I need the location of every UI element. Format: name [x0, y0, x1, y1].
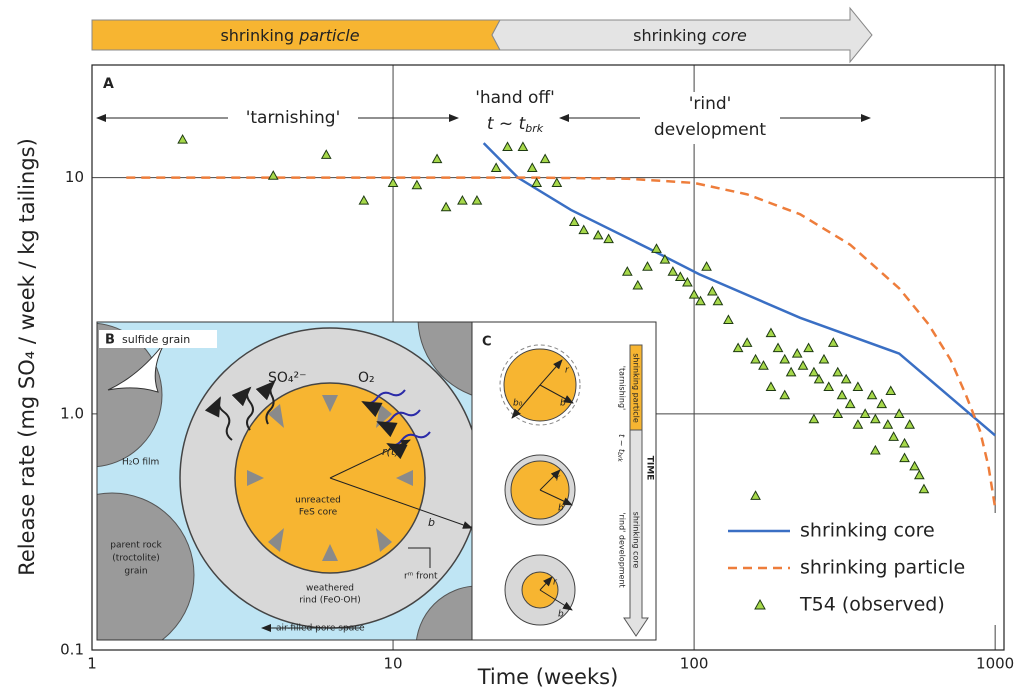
inset-label: C	[482, 335, 492, 350]
legend: shrinking core shrinking particle T54 (obs…	[720, 513, 998, 625]
inset-text: shrinking core	[632, 512, 641, 569]
annotation-part: brk	[525, 122, 544, 135]
legend-label: shrinking particle	[800, 557, 965, 579]
y-tick-label: 1.0	[60, 404, 84, 422]
legend-label: shrinking core	[800, 520, 935, 542]
phase-word: particle	[298, 26, 360, 45]
phase-label: shrinking particle	[220, 26, 359, 45]
phase-banner: shrinking particle shrinking core	[92, 8, 872, 62]
figure: shrinking particle shrinking core 110100…	[0, 0, 1020, 691]
inset-text: b₀	[513, 399, 523, 409]
inset-text: SO₄²⁻	[268, 370, 307, 386]
inset-text-part: t ~ t	[618, 434, 627, 453]
inset-text: grain	[124, 567, 147, 577]
annotation-part: t ~ t	[487, 114, 527, 134]
inset-text: b	[428, 516, 435, 529]
annotation: 'tarnishing'	[246, 108, 341, 128]
inset-text: (troctolite)	[112, 554, 160, 564]
inset-text: r(t)	[382, 445, 399, 458]
inset-text: parent rock	[110, 541, 162, 551]
x-tick-label: 1000	[976, 655, 1014, 673]
inset-label: B	[105, 333, 115, 348]
inset-text: unreacted	[295, 496, 341, 506]
phase-word: core	[712, 26, 747, 45]
y-axis-label: Release rate (mg SO₄ / week / kg tailing…	[15, 138, 39, 576]
inset-text: sulfide grain	[122, 333, 190, 346]
x-tick-label: 100	[680, 655, 709, 673]
annotation: development	[654, 120, 766, 140]
inset-text: 'tarnishing'	[618, 366, 627, 411]
x-tick-label: 10	[384, 655, 403, 673]
inset-text: b	[558, 504, 564, 514]
inset-text: O₂	[358, 370, 375, 386]
inset-text: b	[560, 399, 566, 409]
inset-text-part: brk	[617, 452, 624, 462]
inset-text: shrinking particle	[632, 353, 641, 423]
phase-word: shrinking	[220, 26, 294, 45]
phase-label: shrinking core	[633, 26, 747, 45]
inset-text: FeS core	[299, 508, 338, 518]
inset-text: 'rind' development	[618, 512, 627, 587]
x-tick-label: 1	[87, 655, 97, 673]
y-tick-label: 10	[65, 168, 84, 186]
legend-label: T54 (observed)	[799, 594, 945, 616]
inset-text: TIME	[645, 456, 655, 481]
inset-text: air-filled pore space	[276, 624, 365, 634]
x-axis-label: Time (weeks)	[477, 665, 619, 689]
inset-c: C r b₀ b r b r b shrinking particle 'tar…	[472, 322, 656, 640]
annotation: 'rind'	[689, 94, 732, 114]
grain	[30, 493, 194, 657]
phase-word: shrinking	[633, 26, 707, 45]
inset-text: weathered	[306, 584, 354, 594]
panel-label: A	[103, 76, 114, 92]
inset-text: rind (FeO·OH)	[299, 596, 361, 606]
inset-text: H₂O film	[122, 458, 159, 468]
inset-text: rᵐ front	[404, 572, 438, 582]
inset-text: b	[558, 610, 564, 620]
y-tick-label: 0.1	[60, 641, 84, 659]
annotation: 'hand off'	[475, 88, 555, 108]
